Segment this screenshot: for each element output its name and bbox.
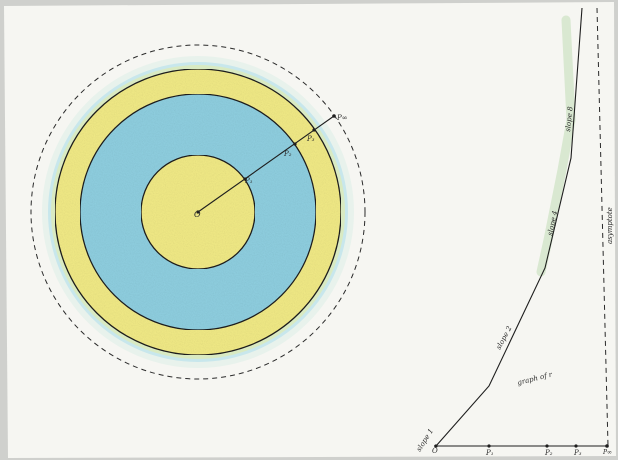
graph-p3-label: P₃ bbox=[573, 449, 582, 457]
centre-label: O bbox=[194, 210, 201, 219]
graph-pinf-label: P∞ bbox=[602, 449, 612, 456]
point-pinf-dot bbox=[332, 114, 336, 118]
graph-p2-label: P₂ bbox=[544, 449, 553, 457]
graph-p1-label: P₁ bbox=[485, 449, 494, 457]
graph-pinf-dot bbox=[605, 444, 609, 448]
point-p3-dot bbox=[312, 128, 315, 131]
point-pinf-label: P∞ bbox=[336, 114, 348, 122]
graph-origin-label: O bbox=[432, 447, 438, 455]
point-p2-label: P₂ bbox=[283, 150, 292, 158]
point-p3-label: P₃ bbox=[306, 135, 315, 143]
graph-p3-dot bbox=[574, 444, 577, 447]
graph-p1-dot bbox=[487, 444, 490, 447]
asymptote-label: asymptote bbox=[606, 207, 614, 244]
graph-p2-dot bbox=[545, 444, 548, 447]
point-p1-label: P₁ bbox=[244, 177, 253, 185]
point-p2-dot bbox=[293, 142, 296, 145]
